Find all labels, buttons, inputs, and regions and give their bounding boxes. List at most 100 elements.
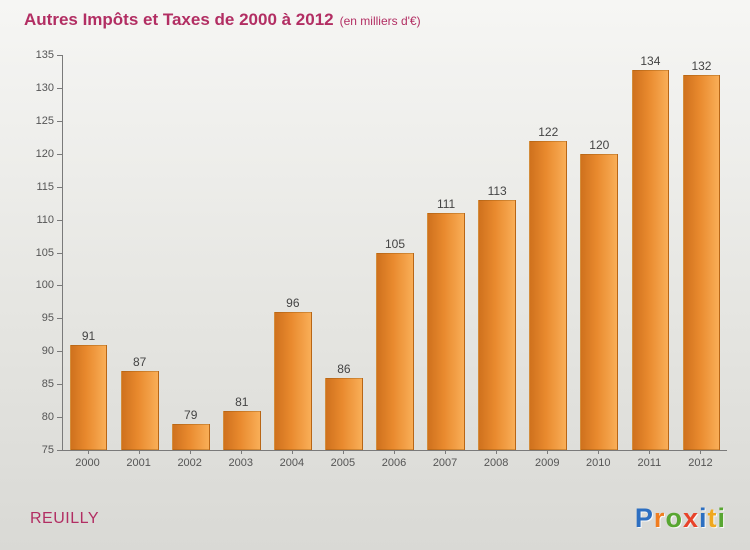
logo-letter: t <box>707 503 718 533</box>
y-axis-tick <box>57 87 62 89</box>
x-axis-label: 2003 <box>228 457 253 469</box>
chart-title: Autres Impôts et Taxes de 2000 à 2012 <box>24 10 334 29</box>
y-axis-tick <box>57 120 62 122</box>
bar-value-label: 122 <box>538 124 559 139</box>
bar <box>120 371 159 450</box>
bar <box>631 70 670 450</box>
x-axis-tick <box>394 450 395 454</box>
bar-value-label: 96 <box>286 295 300 310</box>
bar-value-label: 81 <box>235 394 249 409</box>
x-axis-tick <box>598 450 600 454</box>
bar-slot: 105 <box>369 55 420 450</box>
x-axis-tick <box>189 450 191 454</box>
bar <box>222 410 261 450</box>
bar <box>171 423 210 450</box>
bar <box>69 344 108 450</box>
plot-area: 91 87 79 81 96 86 105 111 113 122 120 134 132 <box>62 55 727 451</box>
y-axis-tick <box>57 186 62 188</box>
bar-value-label: 79 <box>184 407 198 422</box>
bar <box>427 213 465 450</box>
bar <box>273 311 312 450</box>
y-axis-tick <box>57 417 62 419</box>
y-axis-tick <box>57 351 62 353</box>
x-axis-tick <box>547 450 549 454</box>
logo-letter: i <box>698 503 708 533</box>
bar-slot: 79 <box>165 55 216 450</box>
y-axis-label: 95 <box>41 312 54 325</box>
bar-slot: 134 <box>625 55 676 450</box>
x-axis-label: 2009 <box>534 457 560 469</box>
x-axis-label: 2000 <box>75 457 100 469</box>
y-axis-tick <box>57 318 62 320</box>
bar-slot: 122 <box>523 55 574 450</box>
x-axis-label: 2002 <box>177 457 202 469</box>
bar-slot: 96 <box>267 55 318 450</box>
bar <box>529 140 568 450</box>
x-axis-tick <box>342 450 344 454</box>
bar-slot: 120 <box>574 55 625 450</box>
x-axis-label: 2007 <box>432 457 458 469</box>
y-axis-label: 115 <box>36 180 54 193</box>
x-axis-tick <box>496 450 498 454</box>
x-axis-label: 2011 <box>637 457 662 469</box>
x-axis-tick <box>291 450 293 454</box>
bar <box>325 377 363 450</box>
bar-value-label: 105 <box>384 236 406 251</box>
x-axis-tick <box>240 450 242 454</box>
x-axis-label: 2008 <box>483 457 509 469</box>
x-axis-label: 2001 <box>126 457 151 469</box>
y-axis-tick <box>57 450 62 451</box>
bar-slot: 113 <box>472 55 523 450</box>
proxiti-logo[interactable]: Proxiti <box>635 503 726 534</box>
bar-value-label: 132 <box>691 58 712 73</box>
x-axis-tick <box>445 450 447 454</box>
x-axis-label: 2004 <box>279 457 305 469</box>
location-label: REUILLY <box>30 510 100 527</box>
y-axis-tick <box>57 384 62 386</box>
y-axis-label: 80 <box>41 411 54 424</box>
x-axis-label: 2005 <box>330 457 356 469</box>
y-axis-label: 90 <box>41 345 54 358</box>
bar-value-label: 91 <box>81 328 96 343</box>
y-axis-label: 120 <box>35 147 54 160</box>
bars-container: 91 87 79 81 96 86 105 111 113 122 120 134 132 <box>63 55 727 450</box>
x-axis-label: 2010 <box>586 457 611 469</box>
chart-subtitle: (en milliers d'€) <box>339 14 421 28</box>
bar-slot: 81 <box>216 55 267 450</box>
y-axis-tick <box>57 55 62 56</box>
x-axis-tick <box>700 450 702 454</box>
bar <box>580 153 619 450</box>
bar-value-label: 87 <box>132 355 147 369</box>
y-axis-label: 135 <box>35 49 54 61</box>
bar-slot: 87 <box>114 55 165 450</box>
logo-letter: o <box>665 503 683 533</box>
y-axis-label: 75 <box>41 444 54 456</box>
x-axis-tick <box>649 450 651 454</box>
y-axis-label: 85 <box>41 378 54 391</box>
logo-letter: i <box>717 503 726 533</box>
bar-slot: 111 <box>421 55 472 450</box>
y-axis-tick <box>57 252 62 254</box>
y-axis-label: 110 <box>36 213 54 226</box>
bar-slot: 132 <box>676 55 727 450</box>
bar-slot: 91 <box>63 55 114 450</box>
y-axis-tick <box>57 285 62 287</box>
bar-value-label: 86 <box>337 361 351 376</box>
bar-value-label: 111 <box>436 197 456 211</box>
x-axis-tick <box>138 450 140 454</box>
y-axis-label: 100 <box>35 279 54 292</box>
y-axis-tick <box>57 153 62 155</box>
x-axis-tick <box>87 450 89 454</box>
y-axis-label: 125 <box>35 114 54 127</box>
bar <box>682 74 721 450</box>
bar-value-label: 134 <box>640 54 661 68</box>
logo-letter: r <box>653 503 666 533</box>
y-axis-tick <box>57 219 62 221</box>
x-axis-label: 2006 <box>381 457 407 469</box>
bar <box>376 252 414 450</box>
logo-letter: x <box>682 503 699 533</box>
y-axis-label: 130 <box>35 81 54 94</box>
y-axis-label: 105 <box>35 246 54 259</box>
bar-slot: 86 <box>318 55 369 450</box>
bar-value-label: 113 <box>487 183 507 198</box>
